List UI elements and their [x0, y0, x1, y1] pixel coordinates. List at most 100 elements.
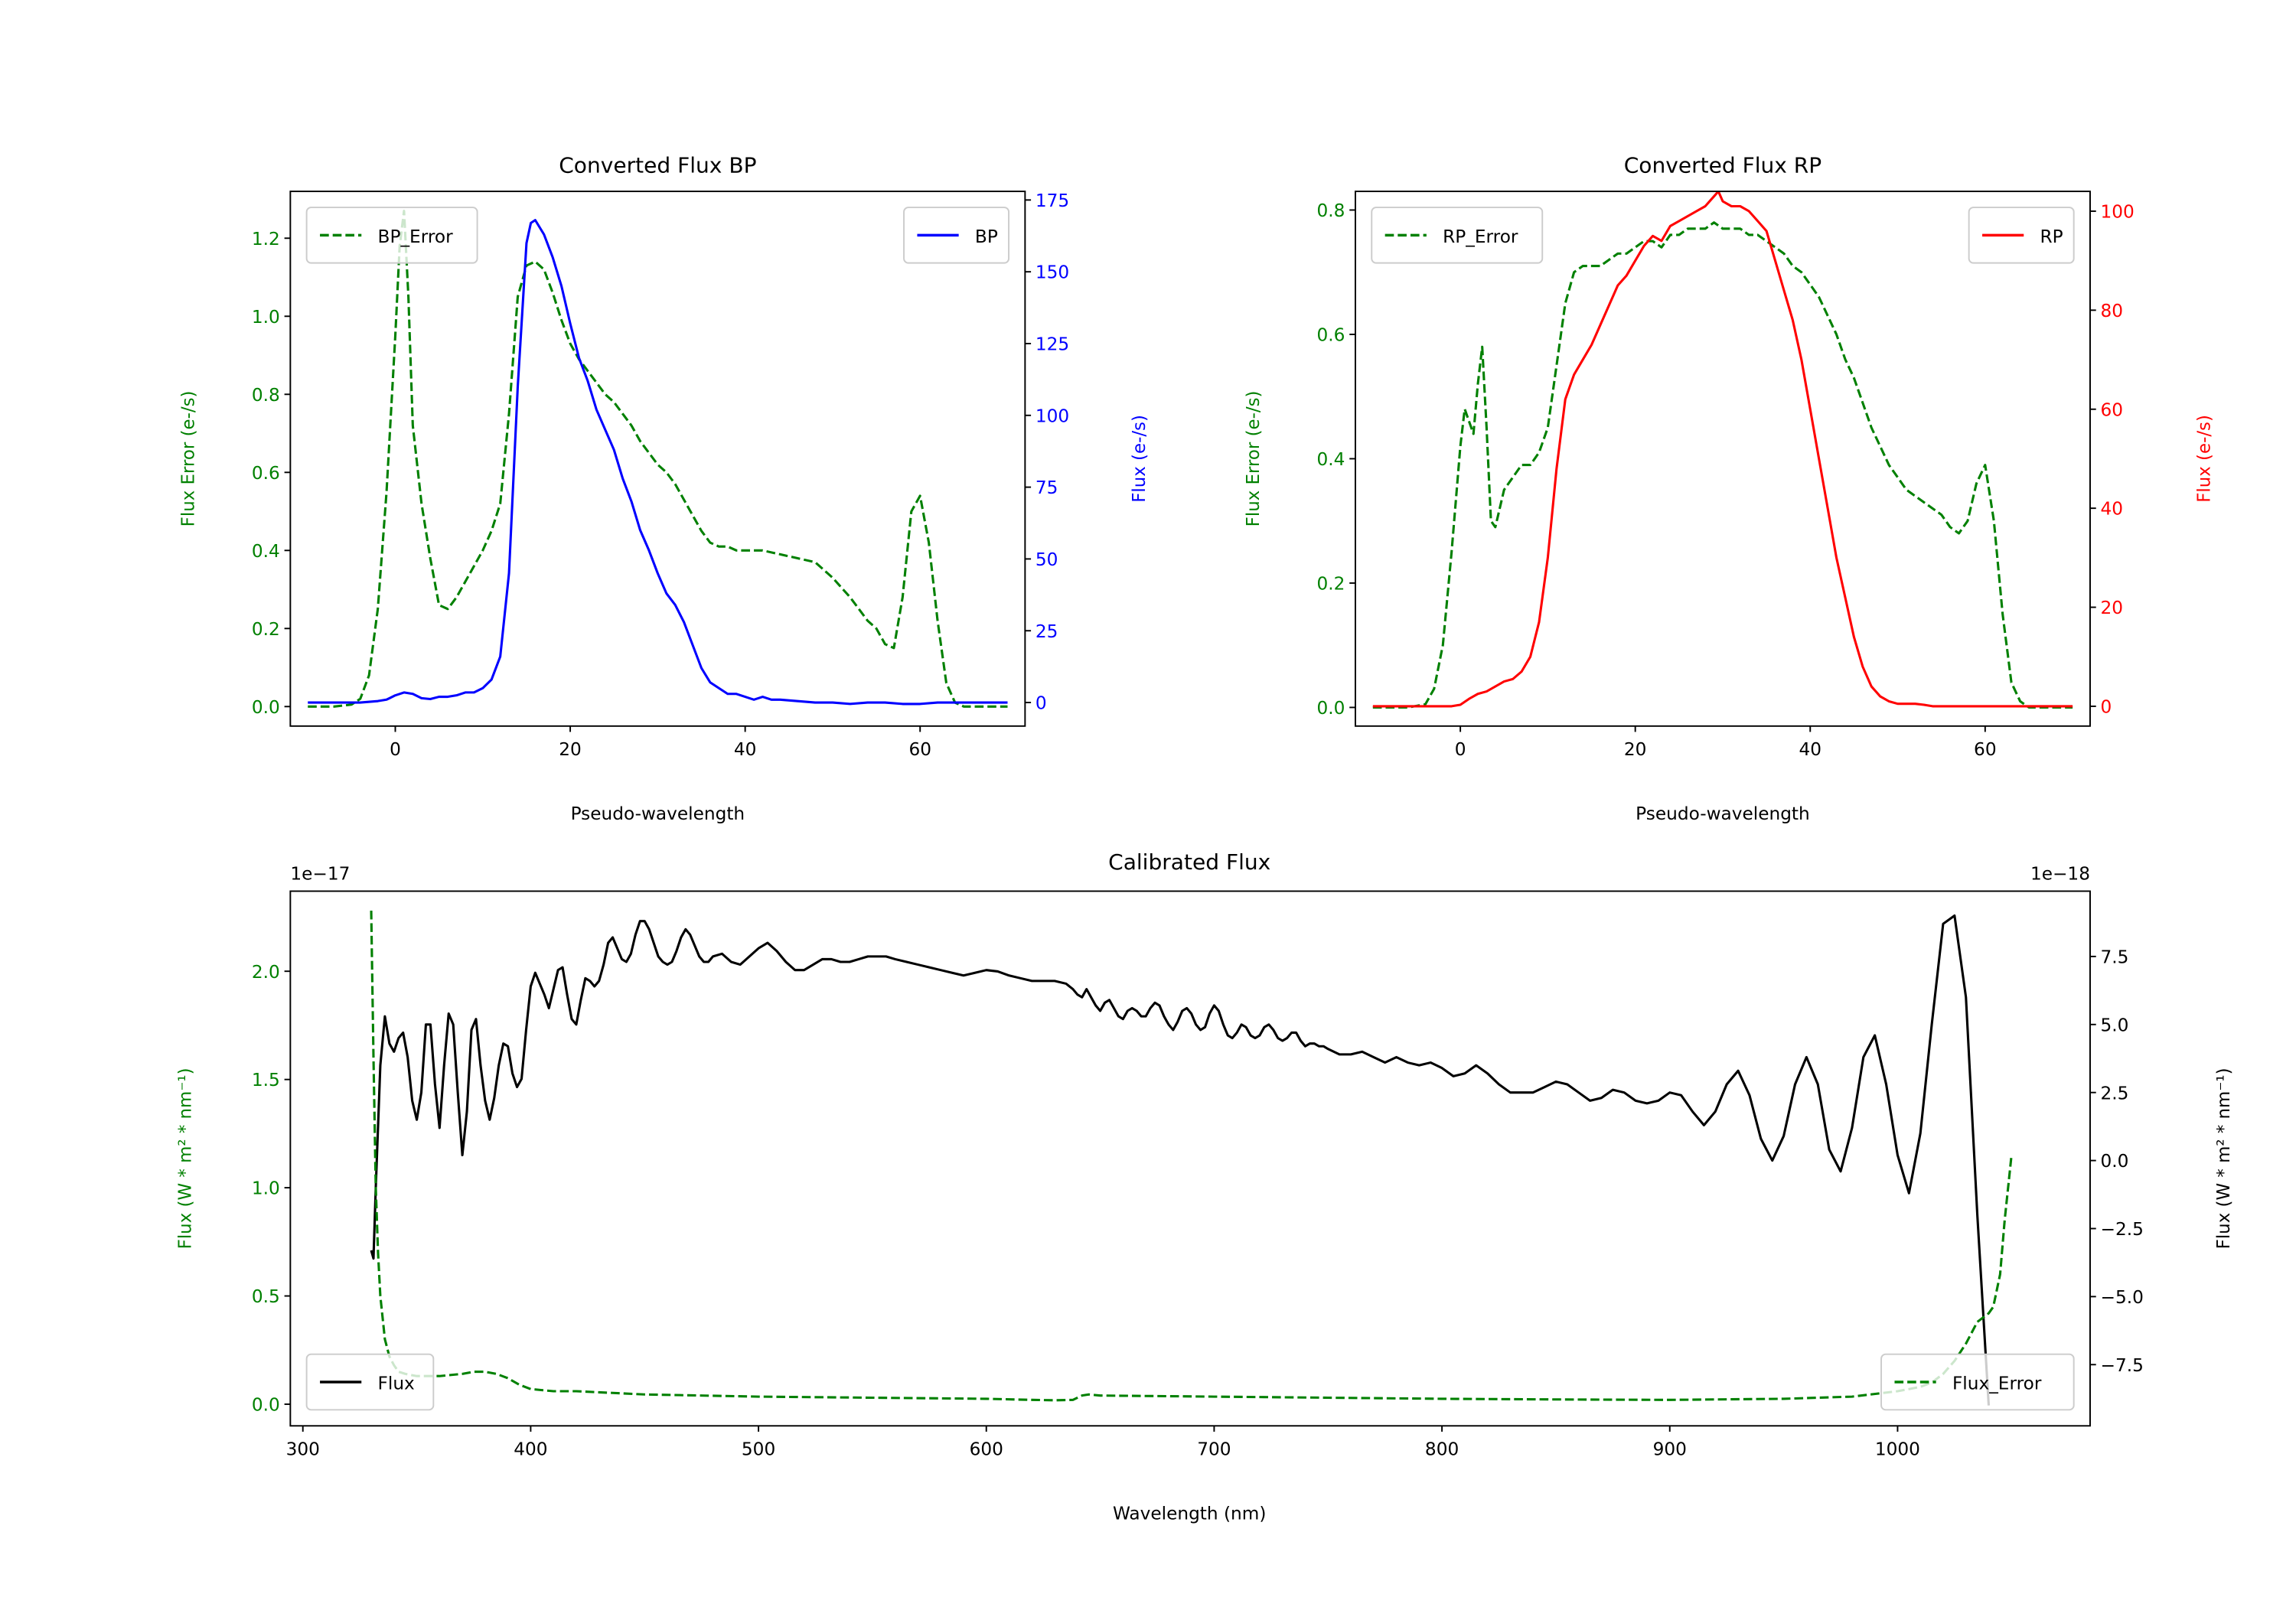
- legend-bp: BP: [903, 207, 1010, 264]
- bp-panel: Converted Flux BP 0 20 40 60 0.0 0.2 0.4 0.6 0.8…: [178, 152, 1150, 824]
- legend-rp-error: RP_Error: [1371, 207, 1544, 264]
- y-right-tick-label: 100: [2101, 203, 2135, 223]
- calibrated-legends: Flux Flux_Error: [305, 1353, 2075, 1411]
- x-tick-label: 1000: [1875, 1440, 1920, 1460]
- y-right-tick-label: 100: [1035, 407, 1069, 427]
- y-right-tick-label: 0: [1035, 694, 1047, 714]
- legend-bp-error: BP_Error: [305, 207, 478, 264]
- x-tick-label: 600: [970, 1440, 1003, 1460]
- calibrated-title: Calibrated Flux: [1108, 849, 1270, 875]
- y-right-tick-label: 0.0: [2101, 1152, 2129, 1172]
- y-right-tick-label: −5.0: [2101, 1288, 2144, 1308]
- x-tick-label: 20: [559, 740, 582, 760]
- y-left-tick-label: 1.0: [252, 1179, 280, 1199]
- rp-ylabel-right: Flux (e-/s): [2195, 415, 2215, 503]
- x-tick-label: 60: [1974, 740, 1997, 760]
- rp-ticks: 0 20 40 60 0.0 0.2 0.4 0.6 0.8 0 20 40 60 80 100: [1317, 201, 2135, 760]
- x-tick-label: 900: [1653, 1440, 1687, 1460]
- y-right-tick-label: 2.5: [2101, 1084, 2129, 1103]
- series-rp-error: [1372, 221, 2073, 709]
- rp-title: Converted Flux RP: [1624, 152, 1822, 178]
- y-right-tick-label: 150: [1035, 263, 1069, 283]
- y-right-tick-label: 7.5: [2101, 948, 2129, 968]
- rp-plot-area: [1372, 191, 2073, 709]
- x-tick-label: 500: [742, 1440, 775, 1460]
- y-left-tick-label: 0.0: [252, 1396, 280, 1416]
- y-left-tick-label: 0.4: [252, 542, 280, 562]
- y-right-tick-label: 0: [2101, 698, 2112, 718]
- y-left-tick-label: 2.0: [252, 963, 280, 983]
- x-tick-label: 20: [1624, 740, 1647, 760]
- legend-label: RP: [2040, 227, 2063, 247]
- rp-ylabel-left: Flux Error (e-/s): [1244, 391, 1264, 527]
- y-left-tick-label: 1.2: [252, 230, 280, 249]
- calibrated-offset-right: 1e−18: [2030, 864, 2090, 884]
- rp-legends: RP_Error RP: [1371, 207, 2075, 264]
- bp-ylabel-right: Flux (e-/s): [1130, 415, 1150, 503]
- calibrated-ylabel-left: Flux (W * m² * nm⁻¹): [176, 1068, 196, 1249]
- y-left-tick-label: 0.4: [1317, 450, 1345, 470]
- legend-flux: Flux: [305, 1353, 435, 1411]
- y-right-tick-label: 60: [2101, 400, 2124, 420]
- series-rp: [1372, 191, 2073, 708]
- y-left-tick-label: 0.2: [1317, 575, 1345, 595]
- x-tick-label: 0: [1455, 740, 1466, 760]
- legend-label: Flux: [378, 1374, 415, 1394]
- calibrated-ticks: 300 400 500 600 700 800 900 1000 0.0 0.5 1.0 1.5 2.0…: [252, 948, 2144, 1460]
- rp-xlabel: Pseudo-wavelength: [1636, 804, 1810, 824]
- y-right-tick-label: 20: [2101, 598, 2124, 618]
- x-tick-label: 400: [514, 1440, 547, 1460]
- y-right-tick-label: −2.5: [2101, 1220, 2144, 1240]
- legend-label: BP: [975, 227, 998, 247]
- y-left-tick-label: 0.8: [1317, 201, 1345, 221]
- legend-box: [305, 207, 478, 264]
- legend-rp: RP: [1968, 207, 2075, 264]
- bp-title: Converted Flux BP: [559, 152, 756, 178]
- y-right-tick-label: 40: [2101, 500, 2124, 520]
- y-left-tick-label: 1.0: [252, 308, 280, 328]
- calibrated-axes-frame: [289, 890, 2091, 1427]
- calibrated-ylabel-right: Flux (W * m² * nm⁻¹): [2214, 1068, 2234, 1249]
- y-left-tick-label: 0.0: [1317, 699, 1345, 719]
- series-bp: [308, 219, 1008, 706]
- legend-box: [305, 1353, 435, 1411]
- legend-flux-error: Flux_Error: [1880, 1353, 2075, 1411]
- y-right-tick-label: 50: [1035, 550, 1058, 570]
- calibrated-panel: Calibrated Flux 1e−17 1e−18 300 400 500 600…: [176, 849, 2234, 1524]
- x-tick-label: 800: [1425, 1440, 1459, 1460]
- bp-xlabel: Pseudo-wavelength: [571, 804, 745, 824]
- legend-box: [1880, 1353, 2075, 1411]
- bp-ylabel-left: Flux Error (e-/s): [178, 391, 198, 527]
- calibrated-xlabel: Wavelength (nm): [1113, 1504, 1266, 1524]
- y-right-tick-label: 5.0: [2101, 1016, 2129, 1036]
- x-tick-label: 40: [1799, 740, 1821, 760]
- series-bp-error: [308, 210, 1008, 708]
- y-left-tick-label: 0.5: [252, 1287, 280, 1307]
- series-flux: [370, 914, 1991, 1406]
- y-right-tick-label: 80: [2101, 302, 2124, 321]
- x-tick-label: 0: [390, 740, 401, 760]
- x-tick-label: 700: [1197, 1440, 1231, 1460]
- y-right-tick-label: −7.5: [2101, 1356, 2144, 1376]
- y-right-tick-label: 175: [1035, 191, 1069, 211]
- y-left-tick-label: 1.5: [252, 1071, 280, 1090]
- x-tick-label: 60: [908, 740, 931, 760]
- bp-legends: BP_Error BP: [305, 207, 1010, 264]
- y-left-tick-label: 0.0: [252, 698, 280, 718]
- y-left-tick-label: 0.6: [252, 464, 280, 484]
- calibrated-offset-left: 1e−17: [290, 864, 350, 884]
- x-tick-label: 40: [734, 740, 757, 760]
- y-right-tick-label: 25: [1035, 622, 1058, 642]
- y-left-tick-label: 0.6: [1317, 326, 1345, 346]
- legend-label: Flux_Error: [1952, 1374, 2042, 1394]
- y-left-tick-label: 0.8: [252, 386, 280, 406]
- y-right-tick-label: 75: [1035, 478, 1058, 498]
- y-right-tick-label: 125: [1035, 335, 1069, 355]
- bp-plot-area: [308, 210, 1008, 708]
- rp-panel: Converted Flux RP 0 20 40 60 0.0 0.2 0.4 0.6 0.8…: [1244, 152, 2215, 824]
- bp-ticks: 0 20 40 60 0.0 0.2 0.4 0.6 0.8 1.0 1.2 0 25 50 75 100 12…: [252, 191, 1069, 760]
- x-tick-label: 300: [286, 1440, 320, 1460]
- legend-box: [1371, 207, 1544, 264]
